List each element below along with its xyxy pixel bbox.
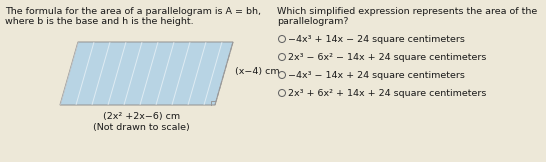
- Text: (Not drawn to scale): (Not drawn to scale): [93, 123, 190, 132]
- Text: (x−4) cm: (x−4) cm: [235, 67, 280, 76]
- Polygon shape: [60, 42, 233, 105]
- Text: 2x³ + 6x² + 14x + 24 square centimeters: 2x³ + 6x² + 14x + 24 square centimeters: [288, 88, 487, 98]
- Text: Which simplified expression represents the area of the: Which simplified expression represents t…: [277, 7, 537, 16]
- Text: −4x³ − 14x + 24 square centimeters: −4x³ − 14x + 24 square centimeters: [288, 70, 465, 80]
- Text: (2x² +2x−6) cm: (2x² +2x−6) cm: [103, 112, 180, 121]
- Text: −4x³ + 14x − 24 square centimeters: −4x³ + 14x − 24 square centimeters: [288, 35, 465, 44]
- Text: The formula for the area of a parallelogram is A = bh,: The formula for the area of a parallelog…: [5, 7, 261, 16]
- Text: where b is the base and h is the height.: where b is the base and h is the height.: [5, 17, 194, 26]
- Text: 2x³ − 6x² − 14x + 24 square centimeters: 2x³ − 6x² − 14x + 24 square centimeters: [288, 52, 487, 62]
- Text: parallelogram?: parallelogram?: [277, 17, 348, 26]
